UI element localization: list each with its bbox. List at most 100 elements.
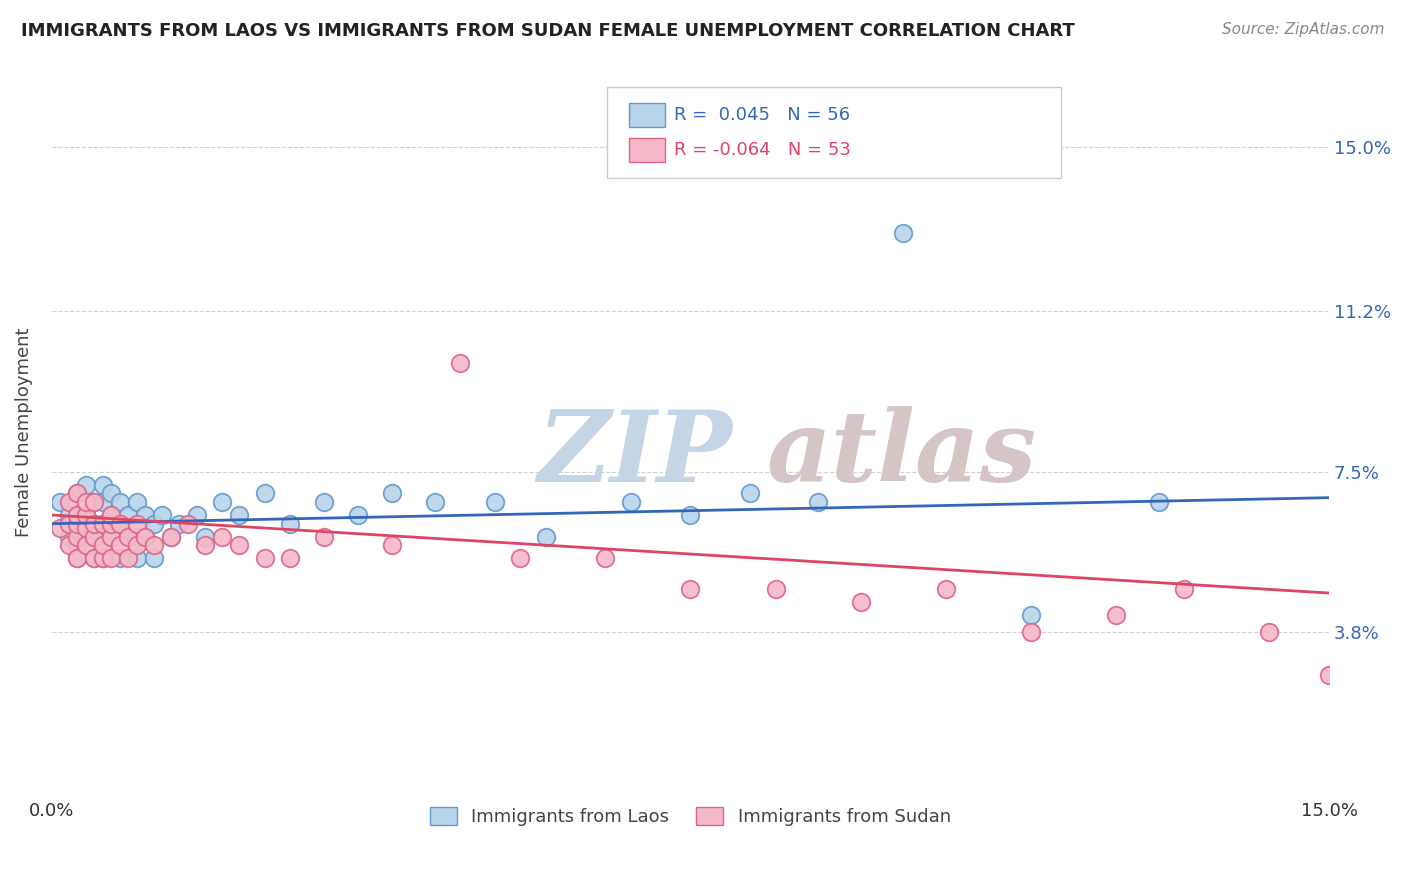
- Point: [75, 538, 97, 552]
- Point: [314, 495, 336, 509]
- Point: [75, 495, 97, 509]
- Text: Source: ZipAtlas.com: Source: ZipAtlas.com: [1222, 22, 1385, 37]
- Text: R =  0.045   N = 56: R = 0.045 N = 56: [673, 106, 849, 124]
- Point: [1173, 582, 1195, 596]
- Point: [134, 530, 156, 544]
- Point: [849, 595, 872, 609]
- Y-axis label: Female Unemployment: Female Unemployment: [15, 328, 32, 537]
- Point: [765, 582, 787, 596]
- Text: ZIP: ZIP: [537, 406, 733, 503]
- Point: [134, 508, 156, 522]
- Point: [66, 551, 89, 566]
- Point: [1258, 625, 1281, 640]
- Point: [534, 530, 557, 544]
- Point: [66, 508, 89, 522]
- Point: [108, 516, 131, 531]
- Point: [160, 530, 183, 544]
- Point: [108, 551, 131, 566]
- Point: [91, 495, 114, 509]
- Point: [278, 551, 301, 566]
- Point: [108, 516, 131, 531]
- Point: [160, 530, 183, 544]
- Point: [228, 508, 250, 522]
- Point: [66, 486, 89, 500]
- Point: [91, 551, 114, 566]
- Point: [423, 495, 446, 509]
- Point: [83, 530, 105, 544]
- Point: [100, 530, 122, 544]
- Point: [278, 516, 301, 531]
- Point: [679, 508, 702, 522]
- Point: [125, 538, 148, 552]
- Point: [593, 551, 616, 566]
- Point: [125, 495, 148, 509]
- Point: [228, 538, 250, 552]
- Point: [314, 530, 336, 544]
- Point: [679, 582, 702, 596]
- Point: [1147, 495, 1170, 509]
- Point: [194, 538, 217, 552]
- Point: [142, 516, 165, 531]
- Point: [58, 516, 80, 531]
- Point: [1019, 625, 1042, 640]
- Point: [66, 516, 89, 531]
- Point: [117, 551, 139, 566]
- Point: [75, 508, 97, 522]
- Point: [83, 516, 105, 531]
- Point: [100, 516, 122, 531]
- Point: [117, 530, 139, 544]
- Point: [58, 530, 80, 544]
- Point: [186, 508, 208, 522]
- Point: [620, 495, 643, 509]
- Point: [142, 551, 165, 566]
- Point: [125, 516, 148, 531]
- Point: [66, 486, 89, 500]
- Point: [253, 486, 276, 500]
- Bar: [628, 138, 665, 161]
- Point: [100, 508, 122, 522]
- Text: atlas: atlas: [768, 406, 1038, 503]
- Point: [66, 521, 89, 535]
- Point: [75, 521, 97, 535]
- Point: [152, 508, 174, 522]
- Bar: [628, 103, 665, 127]
- Point: [169, 516, 191, 531]
- Point: [177, 516, 200, 531]
- Point: [935, 582, 957, 596]
- Point: [58, 538, 80, 552]
- Point: [509, 551, 531, 566]
- Point: [108, 538, 131, 552]
- Point: [484, 495, 506, 509]
- Text: IMMIGRANTS FROM LAOS VS IMMIGRANTS FROM SUDAN FEMALE UNEMPLOYMENT CORRELATION CH: IMMIGRANTS FROM LAOS VS IMMIGRANTS FROM …: [21, 22, 1074, 40]
- Point: [75, 508, 97, 522]
- Point: [381, 486, 404, 500]
- Point: [891, 226, 914, 240]
- Point: [807, 495, 830, 509]
- Point: [738, 486, 761, 500]
- Point: [117, 508, 139, 522]
- Point: [83, 495, 105, 509]
- Point: [83, 551, 105, 566]
- Point: [83, 530, 105, 544]
- Point: [108, 495, 131, 509]
- Point: [58, 508, 80, 522]
- Point: [347, 508, 370, 522]
- Point: [125, 551, 148, 566]
- Point: [1317, 668, 1340, 682]
- Point: [83, 495, 105, 509]
- Point: [91, 538, 114, 552]
- Point: [253, 551, 276, 566]
- FancyBboxPatch shape: [607, 87, 1060, 178]
- Legend: Immigrants from Laos, Immigrants from Sudan: Immigrants from Laos, Immigrants from Su…: [420, 797, 960, 835]
- Point: [100, 508, 122, 522]
- Point: [83, 516, 105, 531]
- Point: [66, 530, 89, 544]
- Point: [100, 486, 122, 500]
- Point: [211, 495, 233, 509]
- Point: [91, 477, 114, 491]
- Point: [142, 538, 165, 552]
- Point: [91, 551, 114, 566]
- Point: [91, 516, 114, 531]
- Point: [49, 521, 72, 535]
- Point: [58, 495, 80, 509]
